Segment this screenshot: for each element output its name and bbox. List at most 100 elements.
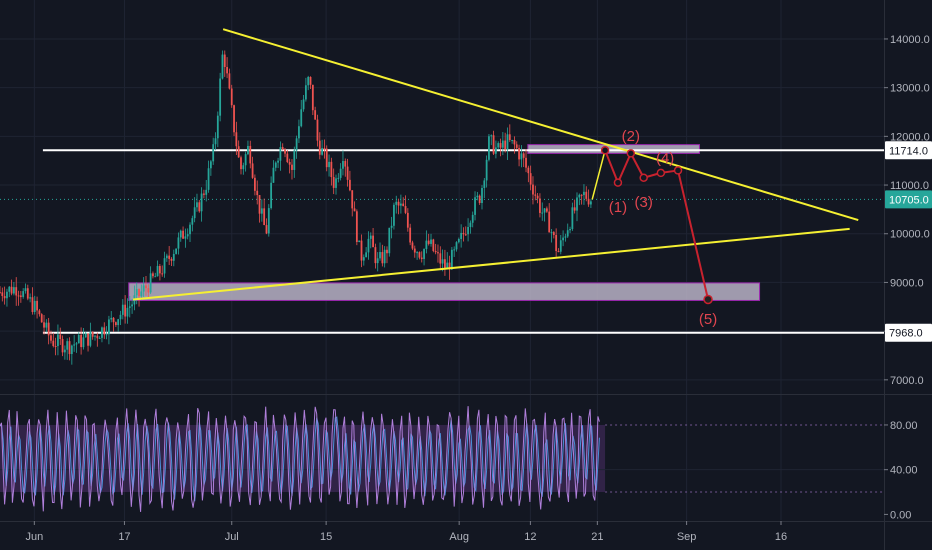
candle-body: [374, 247, 377, 264]
candle-body: [501, 140, 504, 148]
candle-body: [131, 304, 133, 307]
candle-body: [494, 147, 497, 154]
candle-body: [57, 334, 59, 347]
candle-body: [31, 297, 34, 313]
candle-body: [476, 195, 479, 198]
candle-body: [15, 287, 18, 296]
candle-body: [585, 191, 588, 199]
candle-body: [390, 225, 393, 228]
time-axis-tick-label: Jun: [25, 531, 43, 543]
candle-body: [68, 341, 71, 355]
candle-body: [94, 335, 96, 337]
candle-body: [564, 236, 567, 238]
price-axis-tick-label: 9000.0: [890, 277, 924, 289]
candle-body: [147, 288, 150, 293]
candle-body: [316, 119, 319, 141]
candle-body: [286, 153, 289, 163]
projection-point: [656, 168, 666, 178]
candle-body: [196, 202, 198, 208]
candle-body: [270, 182, 273, 209]
candle-body: [214, 138, 217, 145]
candle-body: [360, 240, 363, 261]
candle-body: [330, 161, 333, 178]
candle-body: [272, 167, 275, 183]
candle-body: [446, 262, 449, 269]
candle-body: [177, 237, 180, 249]
candle-body: [545, 208, 548, 212]
price-axis-tick-label: 12000.0: [890, 131, 930, 143]
candle-body: [295, 138, 298, 151]
candle-body: [226, 67, 228, 74]
candle-body: [430, 239, 432, 244]
candle-body: [464, 234, 467, 236]
candle-body: [393, 204, 395, 226]
candle-body: [573, 207, 576, 211]
candle-body: [203, 193, 205, 195]
candle-body: [469, 222, 472, 228]
candle-body: [395, 201, 398, 205]
candle-body: [367, 238, 370, 253]
candle-body: [337, 177, 340, 179]
candle-body: [249, 145, 252, 164]
candle-body: [483, 180, 486, 188]
candle-body: [323, 148, 326, 150]
candle-body: [244, 154, 247, 166]
candle-body: [490, 135, 493, 137]
candle-body: [149, 273, 152, 293]
candle-body: [170, 258, 173, 261]
candle-body: [80, 334, 83, 348]
candle-body: [383, 249, 386, 264]
candle-body: [434, 250, 437, 253]
candle-body: [260, 208, 263, 214]
candle-body: [10, 286, 13, 294]
candle-body: [33, 300, 36, 313]
candle-body: [89, 331, 92, 346]
candle-body: [154, 276, 157, 278]
candle-body: [145, 285, 147, 289]
candle-body: [128, 306, 131, 308]
candle-body: [485, 159, 488, 181]
candle-body: [200, 193, 203, 212]
elliott-wave-projection: [591, 146, 713, 305]
candle-body: [168, 255, 171, 259]
candle-body: [121, 304, 124, 315]
candle-body: [580, 194, 583, 196]
candle-body: [578, 194, 581, 198]
candle-body: [404, 206, 407, 213]
price-badge-label: 7968.0: [889, 328, 923, 340]
candle-body: [302, 99, 305, 110]
candle-body: [54, 345, 57, 347]
candle-body: [209, 161, 212, 169]
candle-body: [471, 214, 474, 223]
candle-body: [529, 173, 532, 185]
candle-body: [576, 197, 578, 211]
candle-body: [506, 134, 509, 150]
candle-body: [66, 341, 69, 350]
candle-body: [423, 249, 425, 259]
price-axis-tick-label: 14000.0: [890, 34, 930, 46]
candle-body: [73, 344, 76, 346]
candle-body: [124, 304, 127, 317]
time-axis-tick-label: 12: [524, 531, 536, 543]
candle-body: [381, 252, 384, 264]
candle-body: [513, 140, 516, 145]
candle-body: [462, 232, 465, 235]
candle-body: [504, 140, 507, 150]
candle-body: [311, 84, 314, 111]
candle-body: [198, 202, 201, 212]
projection-point: [600, 146, 610, 155]
candle-body: [152, 273, 154, 277]
candle-body: [386, 249, 388, 254]
candle-body: [265, 225, 268, 234]
support-resistance-zones: [128, 144, 761, 301]
projection-point: [626, 149, 636, 158]
candle-body: [63, 349, 66, 353]
candle-body: [379, 252, 381, 259]
candle-body: [77, 334, 80, 344]
candle-body: [372, 235, 374, 248]
candle-body: [40, 314, 43, 323]
axes: 14000.0 13000.0 12000.0 11000.0 10000.0 9000.…: [25, 34, 932, 543]
candle-body: [163, 258, 166, 274]
trendline-upper: [222, 28, 859, 222]
